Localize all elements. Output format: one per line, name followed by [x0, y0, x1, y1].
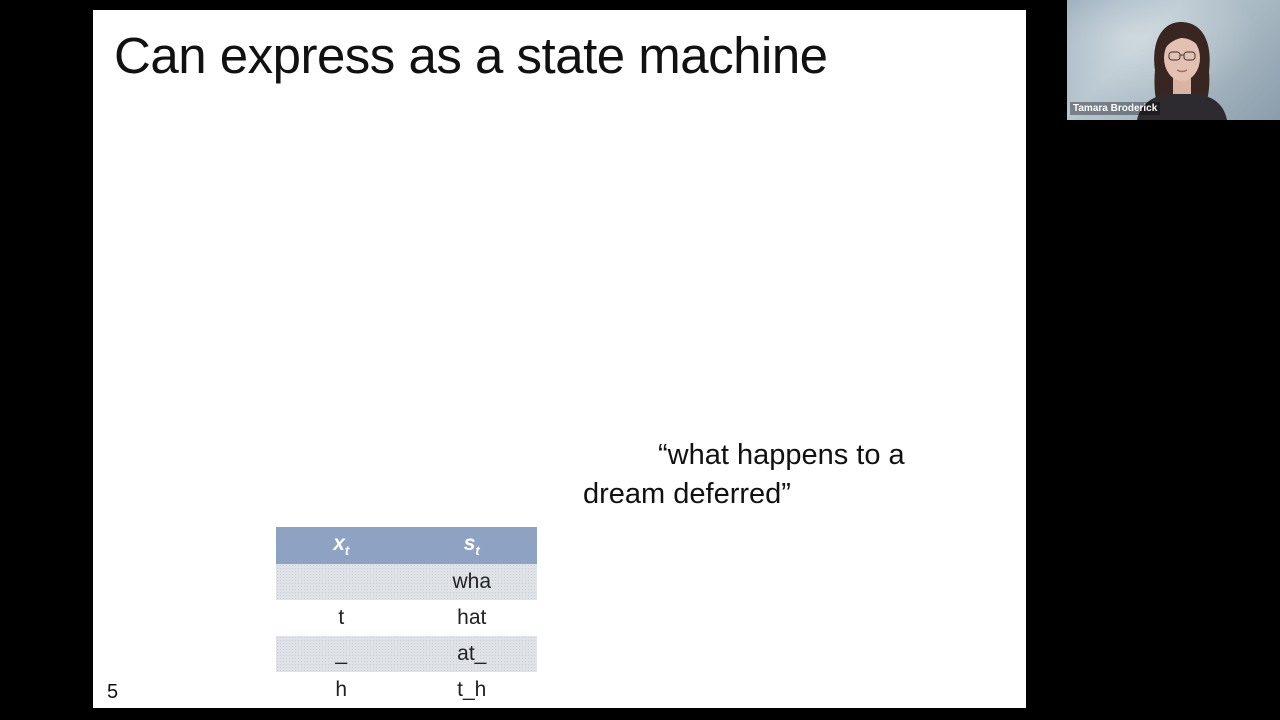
presentation-slide: Can express as a state machine “what hap… — [93, 10, 1026, 708]
cell-s: t_h — [457, 678, 487, 701]
participant-name-label: Tamara Broderick — [1070, 102, 1161, 115]
cell-s: hat — [457, 606, 487, 629]
header-x: xt — [276, 527, 407, 564]
cell-x: t — [338, 606, 345, 629]
table-row: h t_h — [276, 672, 537, 708]
quote-line-2: dream deferred” — [583, 478, 791, 510]
header-s-base: s — [463, 532, 476, 556]
person-video-feed-icon — [1137, 22, 1227, 120]
table-row: wha — [276, 564, 537, 600]
cell-s: at_ — [406, 636, 537, 672]
page-number: 5 — [107, 681, 119, 703]
participant-video-tile[interactable]: Tamara Broderick — [1067, 0, 1280, 120]
header-x-sub: t — [344, 543, 350, 559]
quote-text: “what happens to a dream deferred” — [583, 436, 1003, 514]
cell-x — [276, 564, 407, 600]
table-row: t hat — [276, 600, 537, 636]
table-row: _ at_ — [276, 636, 537, 672]
header-x-base: x — [333, 532, 345, 556]
slide-title: Can express as a state machine — [114, 27, 828, 84]
cell-s: wha — [406, 564, 537, 600]
sequence-table: xt st wha t hat _ at_ h — [276, 527, 537, 708]
table-header-row: xt st — [276, 527, 537, 564]
quote-line-1: “what happens to a — [658, 439, 905, 471]
header-s: st — [406, 527, 537, 564]
cell-x: h — [335, 678, 348, 701]
cell-x: _ — [276, 636, 407, 672]
header-s-sub: t — [475, 543, 480, 559]
